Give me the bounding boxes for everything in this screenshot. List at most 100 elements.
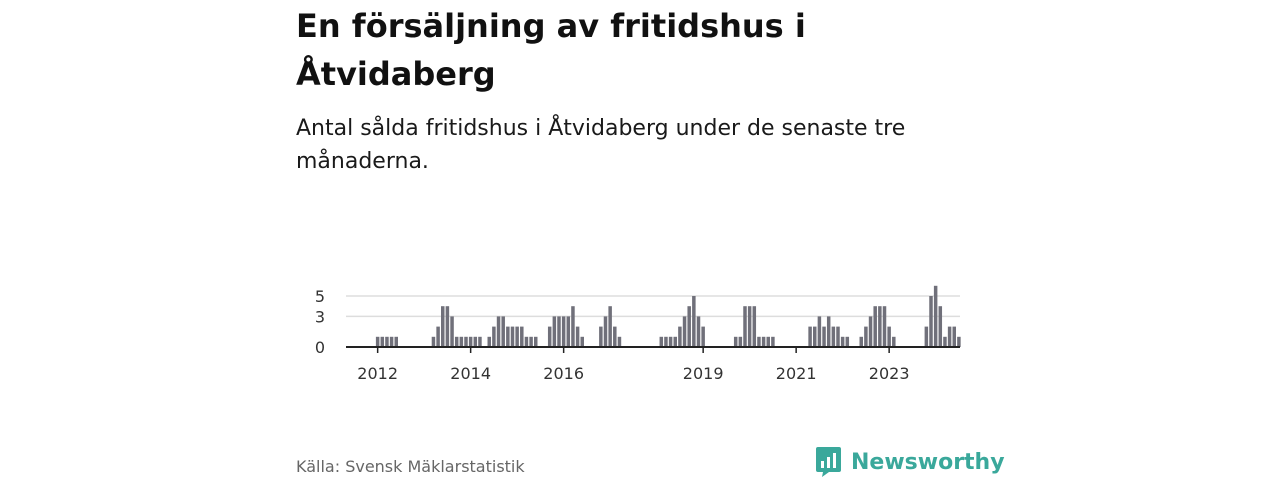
bar bbox=[529, 336, 533, 347]
bar bbox=[603, 316, 608, 347]
chart-title: En försäljning av fritidshus i Åtvidaber… bbox=[296, 7, 806, 93]
bar bbox=[441, 306, 445, 347]
bar bbox=[575, 326, 580, 347]
y-tick-label: 0 bbox=[315, 338, 325, 357]
bar bbox=[752, 306, 757, 347]
bar bbox=[701, 326, 705, 347]
bar bbox=[664, 336, 668, 347]
x-tick-label: 2019 bbox=[683, 364, 724, 383]
x-tick-label: 2021 bbox=[776, 364, 817, 383]
bar bbox=[659, 336, 664, 347]
bar bbox=[822, 326, 826, 347]
bar bbox=[733, 336, 738, 347]
bar bbox=[743, 306, 747, 347]
bar bbox=[617, 336, 622, 347]
bar bbox=[766, 336, 770, 347]
bar bbox=[933, 285, 938, 347]
bar bbox=[831, 326, 836, 347]
brand-name: Newsworthy bbox=[851, 449, 1005, 475]
bar bbox=[459, 336, 464, 347]
labels: 0352012201420162019202120231 bbox=[315, 287, 910, 383]
bar bbox=[882, 306, 887, 347]
bar bbox=[524, 336, 529, 347]
bar bbox=[375, 336, 380, 347]
bar bbox=[613, 326, 617, 347]
bar bbox=[836, 326, 840, 347]
bar bbox=[938, 306, 943, 347]
bar bbox=[929, 296, 933, 347]
bar bbox=[761, 336, 766, 347]
bar bbox=[473, 336, 478, 347]
bar bbox=[571, 306, 575, 347]
bar bbox=[873, 306, 877, 347]
bar bbox=[757, 336, 761, 347]
bar bbox=[580, 336, 584, 347]
bar bbox=[478, 336, 482, 347]
x-tick-label: 2016 bbox=[543, 364, 584, 383]
bar bbox=[808, 326, 812, 347]
chart-subtitle: Antal sålda fritidshus i Åtvidaberg unde… bbox=[296, 116, 906, 174]
bar bbox=[771, 336, 775, 347]
bar-chart: 0352012201420162019202120231 bbox=[315, 285, 961, 383]
source-note: Källa: Svensk Mäklarstatistik bbox=[296, 457, 525, 476]
bars bbox=[375, 285, 961, 347]
bar bbox=[668, 336, 673, 347]
bar bbox=[692, 296, 696, 347]
bar bbox=[552, 316, 557, 347]
bar bbox=[943, 336, 947, 347]
bar bbox=[561, 316, 566, 347]
bar bbox=[496, 316, 501, 347]
bar bbox=[696, 316, 701, 347]
bar bbox=[394, 336, 398, 347]
bar bbox=[738, 336, 743, 347]
bar bbox=[892, 336, 896, 347]
bar bbox=[534, 336, 538, 347]
bar bbox=[682, 316, 687, 347]
bar bbox=[817, 316, 822, 347]
bar bbox=[468, 336, 473, 347]
bar bbox=[845, 336, 850, 347]
bar bbox=[445, 306, 450, 347]
bar bbox=[431, 336, 436, 347]
bar bbox=[840, 336, 845, 347]
bar bbox=[887, 326, 891, 347]
bar bbox=[520, 326, 524, 347]
bar bbox=[389, 336, 394, 347]
brand-logo: Newsworthy bbox=[815, 446, 1005, 478]
bar bbox=[747, 306, 752, 347]
axes bbox=[346, 346, 960, 353]
bar bbox=[687, 306, 691, 347]
bar bbox=[385, 336, 389, 347]
x-tick-label: 2012 bbox=[357, 364, 398, 383]
x-tick-label: 2023 bbox=[869, 364, 910, 383]
bar bbox=[826, 316, 831, 347]
gridlines bbox=[346, 295, 960, 318]
bar bbox=[599, 326, 603, 347]
bar bbox=[454, 336, 459, 347]
bar bbox=[380, 336, 385, 347]
bar bbox=[673, 336, 677, 347]
bar bbox=[566, 316, 571, 347]
bar bbox=[436, 326, 440, 347]
bar bbox=[868, 316, 873, 347]
bar bbox=[947, 326, 952, 347]
bar bbox=[878, 306, 882, 347]
bar bbox=[952, 326, 956, 347]
bar bbox=[487, 336, 491, 347]
y-tick-label: 5 bbox=[315, 287, 325, 306]
bar bbox=[859, 336, 863, 347]
bar bbox=[608, 306, 612, 347]
bar bbox=[506, 326, 510, 347]
bar bbox=[813, 326, 817, 347]
bar bbox=[864, 326, 868, 347]
bar bbox=[464, 336, 468, 347]
x-tick-label: 2014 bbox=[450, 364, 491, 383]
y-tick-label: 3 bbox=[315, 307, 325, 326]
bar bbox=[492, 326, 496, 347]
bar bbox=[678, 326, 682, 347]
bar bbox=[547, 326, 552, 347]
bar bbox=[924, 326, 929, 347]
bar bbox=[510, 326, 515, 347]
bar bbox=[501, 316, 505, 347]
bar bbox=[557, 316, 561, 347]
